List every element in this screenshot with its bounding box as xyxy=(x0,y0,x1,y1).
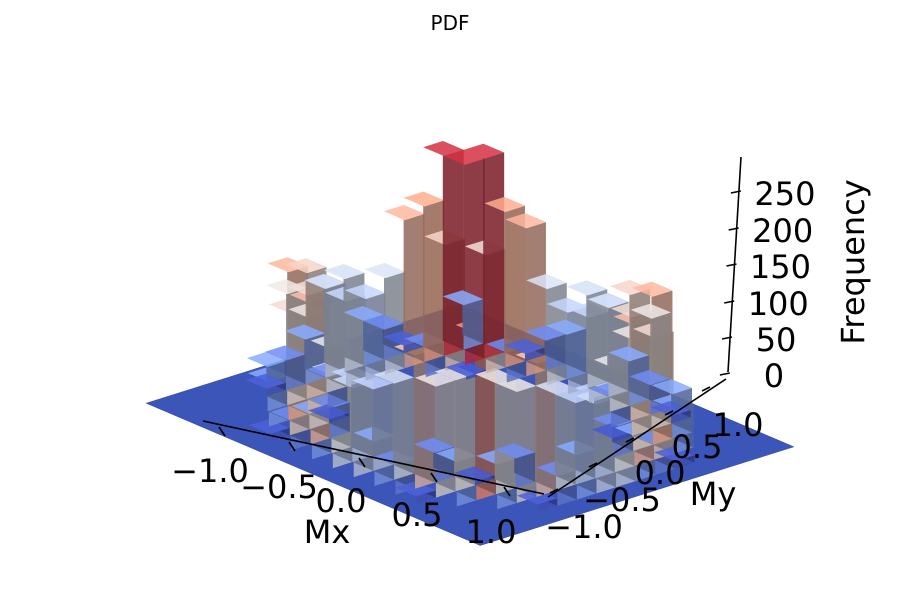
x-tick-mark xyxy=(288,441,296,452)
y-tick-mark xyxy=(701,386,711,392)
z-tick-mark xyxy=(728,227,739,231)
bar xyxy=(445,361,486,380)
bar xyxy=(308,404,349,423)
chart-title: PDF xyxy=(431,11,470,35)
y-tick-mark xyxy=(664,410,674,416)
x-tick-mark xyxy=(503,486,511,497)
bar xyxy=(494,443,536,488)
z-tick-label: 250 xyxy=(754,175,815,213)
chart-axes: −1.0−0.50.0 0.5 1.0 −1.0−0.50.00.51.0050100… xyxy=(171,156,815,551)
z-tick-mark xyxy=(726,263,737,267)
x-tick-mark xyxy=(358,457,366,468)
y-tick-label: 0.5 xyxy=(672,428,723,466)
bar xyxy=(566,280,608,388)
bar xyxy=(525,325,566,371)
x-tick-label: 0.0 xyxy=(316,482,367,520)
z-tick-label: 100 xyxy=(748,285,809,323)
x-tick-label: 0.5 xyxy=(392,496,443,534)
bar xyxy=(442,290,484,350)
bar xyxy=(484,197,525,368)
y-tick-mark xyxy=(549,488,559,494)
x-axis-line xyxy=(202,420,545,495)
y-tick-mark xyxy=(625,437,635,443)
z-tick-mark xyxy=(721,336,733,340)
y-axis-line xyxy=(547,378,727,498)
bar xyxy=(373,368,414,480)
z-tick-label: 150 xyxy=(750,248,811,286)
z-tick-label: 0 xyxy=(764,357,784,395)
bar xyxy=(475,368,516,495)
z-axis-label: Frequency xyxy=(834,179,872,344)
x-tick-label: 1.0 xyxy=(466,513,517,551)
chart-bars xyxy=(245,141,695,512)
bar xyxy=(504,338,545,362)
y-tick-label: 1.0 xyxy=(713,406,764,444)
bar xyxy=(545,319,587,380)
x-tick-mark xyxy=(218,426,226,437)
z-tick-label: 50 xyxy=(756,321,797,359)
bar xyxy=(535,379,576,491)
x-tick-label: −0.5 xyxy=(240,468,318,506)
bar xyxy=(265,345,306,391)
x-tick-mark xyxy=(430,472,438,483)
z-tick-label: 200 xyxy=(752,212,813,250)
bar xyxy=(434,365,476,492)
y-tick-label: −0.5 xyxy=(583,481,661,519)
bar xyxy=(245,373,286,397)
y-tick-label: 0.0 xyxy=(635,454,686,492)
z-tick-mark xyxy=(719,372,731,376)
x-axis-label: Mx xyxy=(304,513,351,551)
y-tick-mark xyxy=(588,462,598,468)
bar xyxy=(384,205,425,369)
y-tick-label: −1.0 xyxy=(545,508,623,546)
x-tick-label: −1.0 xyxy=(171,452,249,490)
z-tick-mark xyxy=(730,190,742,194)
bar xyxy=(352,374,393,471)
bar xyxy=(608,346,649,406)
y-axis-label: My xyxy=(690,475,737,513)
bar xyxy=(454,466,495,486)
z-tick-mark xyxy=(724,300,735,304)
